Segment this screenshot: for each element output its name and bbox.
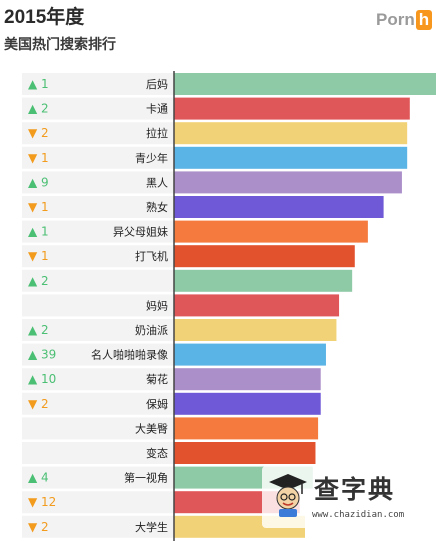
rank-change-label: ▲ 2 [28, 274, 49, 288]
bar [174, 171, 402, 194]
row-band [22, 73, 174, 95]
rank-change-label: ▼ 2 [28, 397, 49, 411]
category-label: 菊花 [146, 373, 168, 386]
category-label: 异父母姐妹 [113, 225, 168, 239]
bar [174, 146, 408, 169]
category-label: 卡通 [146, 103, 168, 116]
row-band [22, 319, 174, 341]
graduate-mascot-icon [269, 474, 307, 517]
row-band [22, 196, 174, 218]
logo-badge: h [415, 10, 433, 30]
rank-change-label: ▲ 4 [28, 471, 49, 485]
category-label: 奶油派 [135, 323, 168, 337]
category-label: 后妈 [146, 77, 168, 91]
logo-text: Porn [376, 10, 415, 29]
row-band [22, 146, 174, 169]
category-label: 熟女 [146, 200, 168, 214]
category-label: 妈妈 [146, 298, 168, 312]
bar [174, 368, 321, 391]
bar [174, 343, 326, 366]
bar [174, 122, 408, 145]
chart-subtitle: 美国热门搜索排行 [4, 36, 116, 52]
row-band [22, 220, 174, 243]
rank-change-label: ▲ 10 [28, 372, 56, 386]
row-band [22, 392, 174, 415]
brand-logo: Porn h [376, 10, 433, 30]
rank-change-label: ▼ 12 [28, 495, 56, 509]
category-label: 大学生 [135, 520, 168, 534]
row-band [22, 515, 174, 538]
category-label: 大美臀 [135, 421, 168, 435]
category-label: 黑人 [146, 176, 168, 189]
rank-change-label: ▼ 2 [28, 520, 49, 534]
rank-change-label: ▼ 1 [28, 151, 49, 165]
rank-change-label: ▲ 9 [28, 175, 49, 189]
rank-change-label: ▲ 2 [28, 323, 49, 337]
bar [174, 196, 384, 218]
bar [174, 392, 321, 415]
row-band [22, 491, 174, 514]
watermark-url: www.chazidian.com [312, 510, 405, 520]
category-label: 名人啪啪啪录像 [91, 348, 168, 362]
row-band [22, 417, 174, 440]
watermark: 查字典 www.chazidian.com [262, 466, 434, 528]
category-label: 变态 [146, 446, 168, 460]
rank-change-label: ▼ 1 [28, 249, 49, 263]
category-label: 拉拉 [146, 126, 168, 140]
row-band [22, 368, 174, 391]
bar [174, 269, 353, 292]
row-band [22, 294, 174, 317]
bar [174, 245, 355, 268]
bar [174, 319, 337, 341]
row-band [22, 122, 174, 145]
row-band [22, 245, 174, 268]
row-band [22, 466, 174, 489]
watermark-text: 查字典 [314, 476, 396, 504]
category-label: 打飞机 [135, 249, 168, 263]
bar [174, 442, 316, 464]
chart-title: 2015年度 [4, 7, 85, 28]
bar [174, 97, 410, 120]
row-band [22, 442, 174, 464]
bar [174, 73, 436, 95]
rank-change-label: ▲ 1 [28, 225, 49, 239]
category-label: 第一视角 [124, 471, 168, 485]
rank-change-label: ▼ 1 [28, 200, 49, 214]
rank-change-label: ▲ 39 [28, 348, 56, 362]
rank-change-label: ▲ 1 [28, 77, 49, 91]
rank-change-label: ▼ 2 [28, 126, 49, 140]
category-label: 保姆 [146, 397, 168, 411]
category-label: 青少年 [135, 151, 168, 165]
row-band [22, 269, 174, 292]
row-band [22, 343, 174, 366]
row-band [22, 97, 174, 120]
rank-change-label: ▲ 2 [28, 102, 49, 116]
bar [174, 294, 340, 317]
row-band [22, 171, 174, 194]
bar [174, 417, 319, 440]
bar [174, 220, 368, 243]
